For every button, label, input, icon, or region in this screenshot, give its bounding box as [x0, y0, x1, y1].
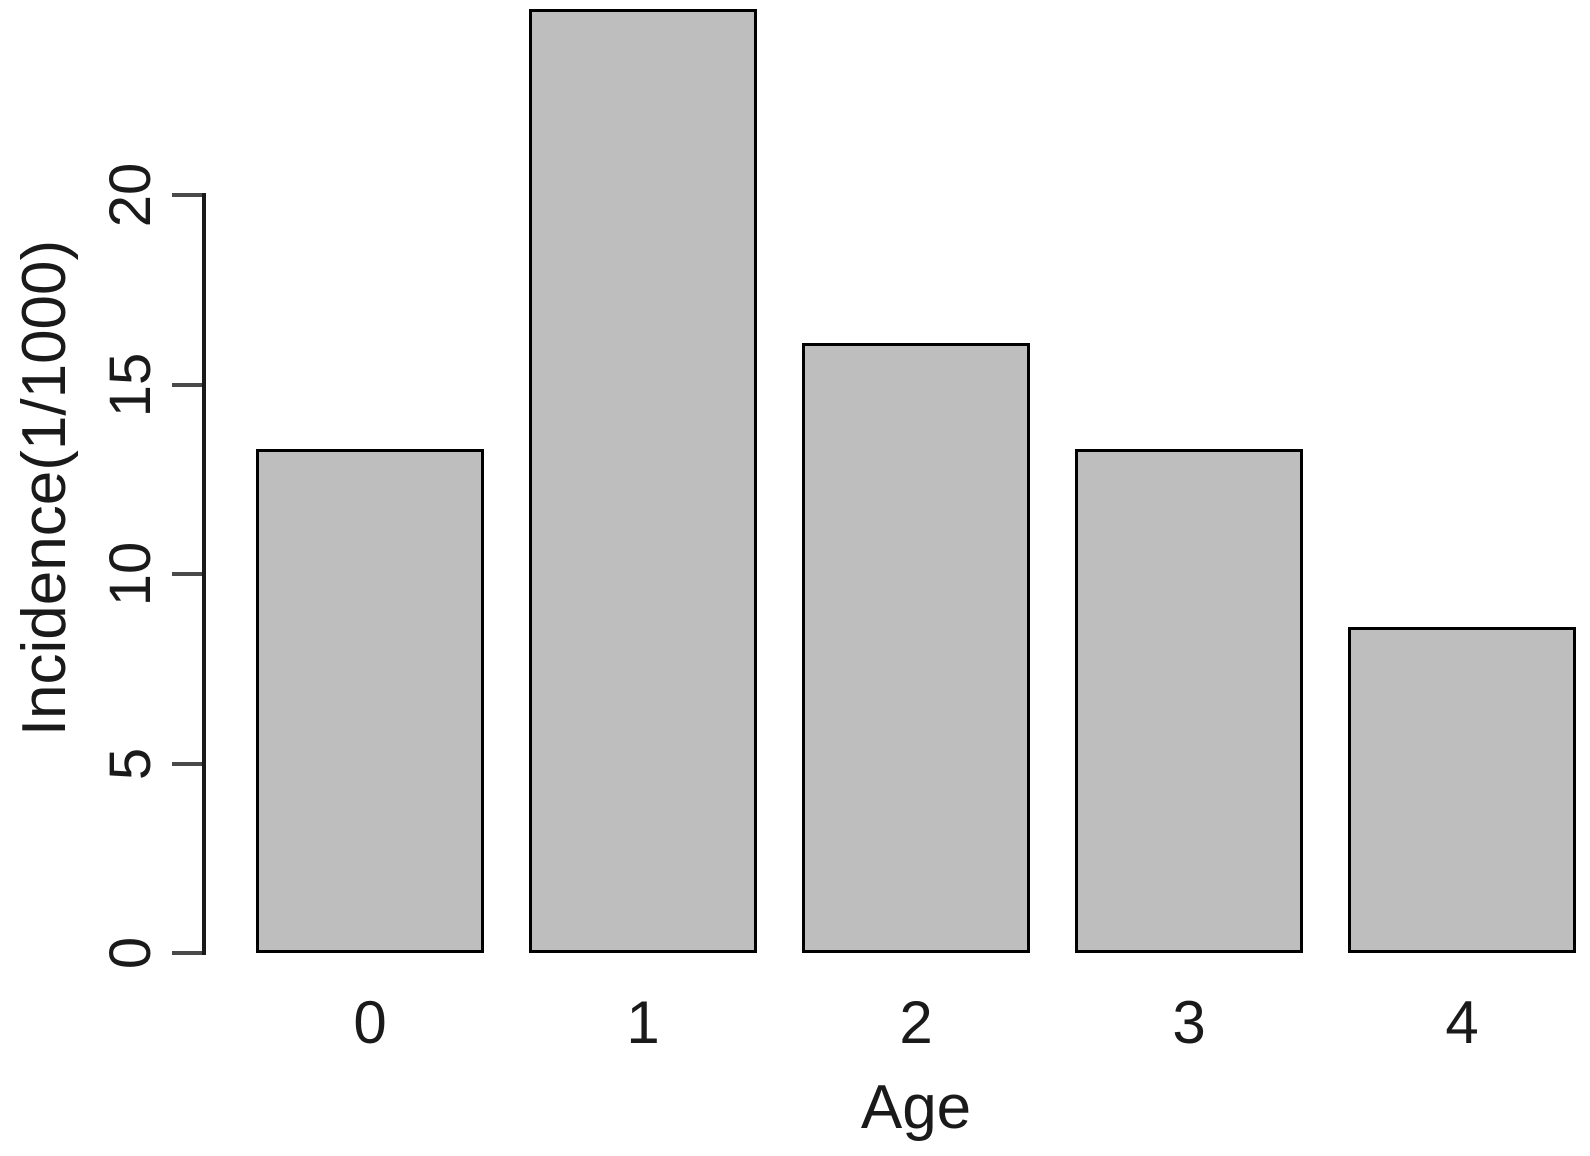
- bar-age-1: [529, 9, 757, 953]
- y-tick-mark: [172, 572, 202, 576]
- x-tick-label: 3: [1172, 989, 1206, 1056]
- y-tick-mark: [172, 951, 202, 955]
- y-tick-label: 10: [98, 541, 163, 607]
- x-axis-title: Age: [860, 1073, 972, 1142]
- x-tick-label: 1: [626, 989, 660, 1056]
- y-tick-mark: [172, 193, 202, 197]
- x-tick-label: 4: [1445, 989, 1479, 1056]
- y-axis-title: Incidence(1/1000): [10, 239, 79, 737]
- x-tick-label: 2: [899, 989, 933, 1056]
- bar-age-4: [1348, 627, 1576, 953]
- y-tick-label: 0: [98, 936, 163, 970]
- bar-age-2: [802, 342, 1030, 953]
- y-tick-label: 5: [98, 747, 163, 780]
- y-axis-line: [202, 193, 206, 955]
- x-tick-label: 0: [353, 989, 387, 1056]
- y-tick-label: 15: [98, 352, 163, 417]
- y-tick-mark: [172, 761, 202, 766]
- bar-age-0: [256, 448, 484, 953]
- bar-age-3: [1075, 448, 1303, 953]
- y-tick-label: 20: [98, 162, 163, 228]
- y-tick-mark: [172, 382, 202, 387]
